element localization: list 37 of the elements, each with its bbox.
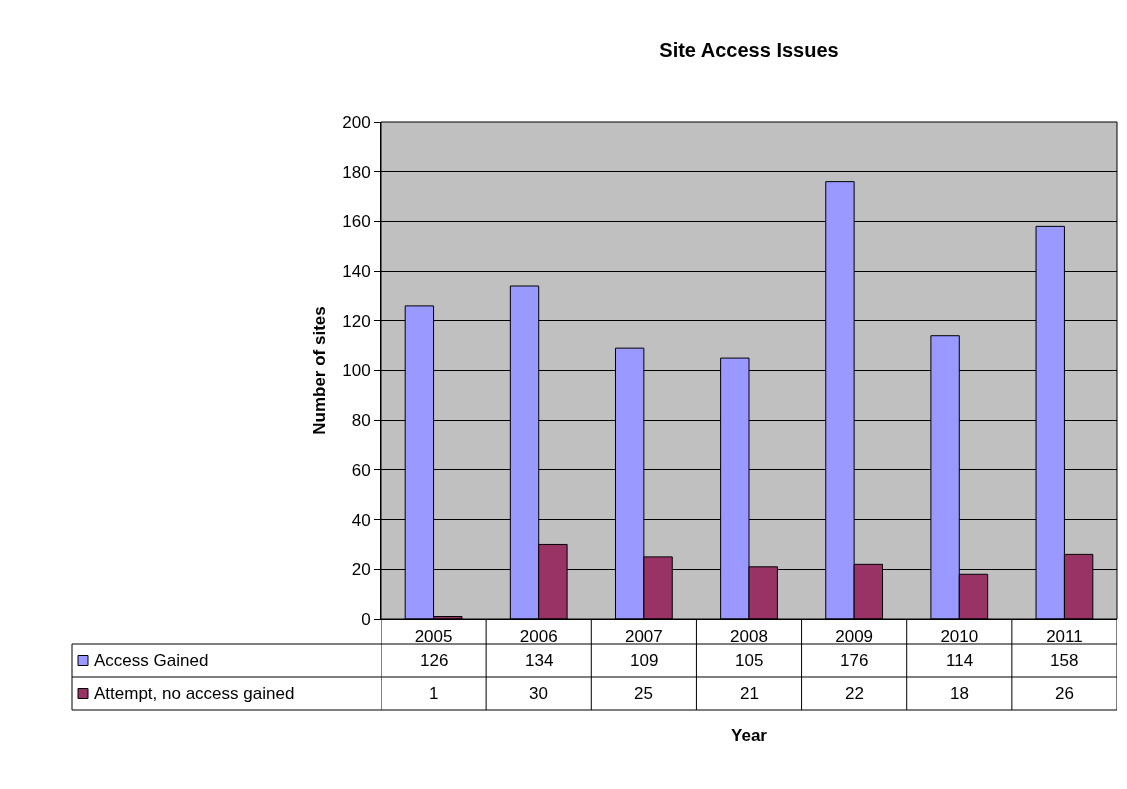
data-label: 18 xyxy=(950,684,969,703)
y-tick-label: 60 xyxy=(351,460,371,480)
y-tick-label: 200 xyxy=(342,112,371,132)
y-tick-label: 20 xyxy=(351,560,371,580)
y-tick-label: 80 xyxy=(351,411,371,431)
x-axis-title: Year xyxy=(731,725,768,745)
data-label: 134 xyxy=(525,651,554,670)
y-tick-label: 180 xyxy=(342,162,371,182)
data-label: 21 xyxy=(740,684,759,703)
y-tick-label: 120 xyxy=(342,311,371,331)
y-tick-label: 40 xyxy=(351,510,371,530)
data-label: 25 xyxy=(634,684,653,703)
data-label: 109 xyxy=(630,651,659,670)
chart-title: Site Access Issues xyxy=(659,39,839,61)
x-tick-label: 2006 xyxy=(519,627,558,647)
data-label: 30 xyxy=(529,684,548,703)
y-axis-title: Number of sites xyxy=(309,306,329,435)
y-tick-label: 160 xyxy=(342,212,371,232)
data-label: 1 xyxy=(429,684,439,703)
x-tick-label: 2005 xyxy=(414,627,453,647)
legend-label: Access Gained xyxy=(94,651,209,670)
y-tick-label: 140 xyxy=(342,262,371,282)
x-tick-label: 2010 xyxy=(940,627,979,647)
legend-label: Attempt, no access gained xyxy=(94,684,295,703)
data-label: 158 xyxy=(1050,651,1079,670)
data-label: 26 xyxy=(1055,684,1074,703)
x-tick-label: 2007 xyxy=(624,627,663,647)
y-tick-label: 100 xyxy=(342,361,371,381)
x-tick-label: 2009 xyxy=(835,627,874,647)
data-label: 105 xyxy=(735,651,764,670)
data-label: 22 xyxy=(845,684,864,703)
x-tick-label: 2008 xyxy=(730,627,768,647)
x-tick-label: 2011 xyxy=(1046,627,1083,647)
y-tick-label: 0 xyxy=(361,609,371,629)
data-label: 114 xyxy=(946,651,974,670)
data-label: 176 xyxy=(840,651,869,670)
data-label: 126 xyxy=(420,651,449,670)
